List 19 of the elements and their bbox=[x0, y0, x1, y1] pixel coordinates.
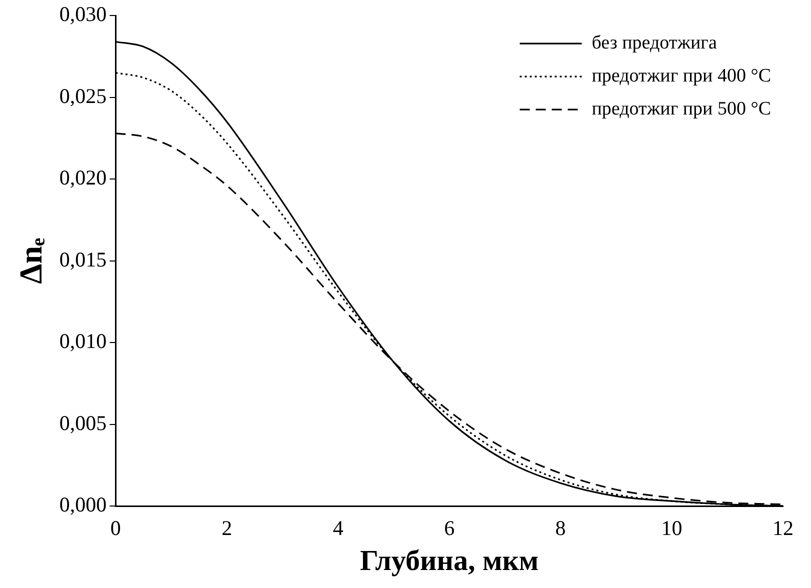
y-tick-label: 0,005 bbox=[59, 410, 107, 435]
y-tick-label: 0,010 bbox=[59, 329, 107, 354]
y-tick-label: 0,015 bbox=[59, 247, 107, 272]
legend-label: без предотжига bbox=[592, 32, 718, 54]
x-tick-label: 6 bbox=[444, 516, 455, 540]
legend-label: предотжиг при 500 °C bbox=[592, 98, 771, 120]
x-tick-label: 2 bbox=[222, 516, 232, 540]
x-tick-label: 8 bbox=[555, 516, 566, 540]
y-tick-label: 0,025 bbox=[59, 84, 107, 108]
x-tick-label: 10 bbox=[661, 516, 682, 540]
y-tick-label: 0,020 bbox=[59, 166, 107, 190]
y-axis-title: Δnₑ bbox=[12, 238, 48, 284]
x-tick-label: 4 bbox=[332, 516, 344, 540]
y-tick-label: 0,000 bbox=[59, 492, 107, 517]
y-tick-label: 0,030 bbox=[59, 2, 107, 26]
x-tick-label: 0 bbox=[110, 516, 121, 540]
x-tick-label: 12 bbox=[772, 516, 794, 540]
legend-label: предотжиг при 400 °C bbox=[592, 66, 771, 87]
x-axis-title: Глубина, мкм bbox=[360, 545, 539, 578]
